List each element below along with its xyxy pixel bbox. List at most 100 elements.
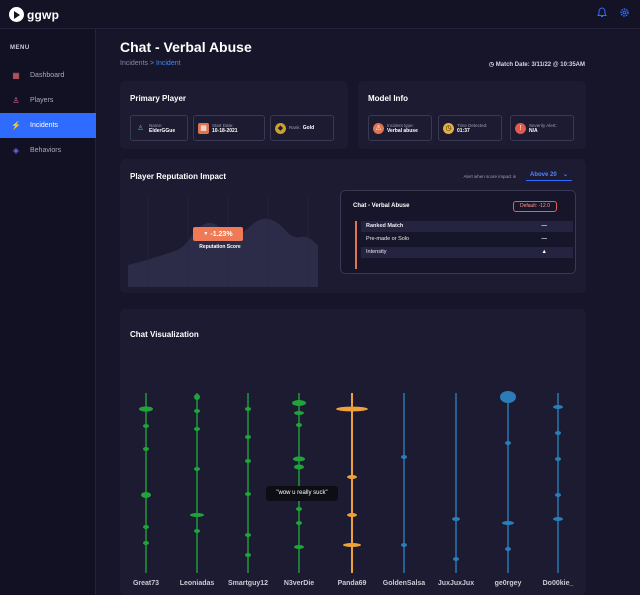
- chat-message-mark[interactable]: [296, 423, 302, 427]
- chat-message-mark[interactable]: [553, 517, 563, 521]
- row-label: Intensity: [366, 249, 387, 255]
- chat-message-mark[interactable]: [294, 464, 304, 470]
- chat-message-mark[interactable]: [245, 533, 251, 537]
- primary-player-title: Primary Player: [130, 94, 187, 103]
- chat-message-mark[interactable]: [553, 405, 563, 409]
- chat-message-mark[interactable]: [453, 557, 459, 561]
- panel-row-premade: Pre-made or Solo —: [361, 234, 573, 245]
- chat-message-mark[interactable]: [293, 456, 305, 462]
- alarm-icon: ⚠: [373, 122, 384, 134]
- chevron-down-icon: ⌄: [562, 172, 568, 178]
- alert-threshold-select[interactable]: Above 20 ⌄: [526, 170, 572, 181]
- chat-message-mark[interactable]: [294, 545, 304, 549]
- chat-message-mark[interactable]: [194, 467, 200, 471]
- row-value: ▲: [541, 249, 547, 255]
- chat-message-mark[interactable]: [296, 507, 302, 511]
- chat-message-mark[interactable]: [294, 411, 304, 415]
- user-icon: ♙: [137, 124, 144, 132]
- player-name-chip: ♙ Name: ElderGGue: [130, 115, 188, 141]
- header-icons: [597, 7, 630, 21]
- panel-row-intensity: Intensity ▲: [361, 247, 573, 258]
- type-value: Verbal abuse: [387, 127, 418, 134]
- chat-message-mark[interactable]: [194, 529, 200, 533]
- row-label: Pre-made or Solo: [366, 236, 410, 242]
- chat-message-mark[interactable]: [245, 492, 251, 496]
- time-value: 01:37: [457, 127, 470, 134]
- chat-message-mark[interactable]: [347, 513, 357, 517]
- chat-visualization-card: Chat Visualization Great73 Leoniadas Smart…: [120, 309, 586, 595]
- sidebar-item-dashboard[interactable]: ▦ Dashboard: [0, 63, 96, 88]
- chat-message-mark[interactable]: [555, 431, 561, 435]
- user-icon: ♙: [12, 96, 20, 105]
- rank-label: Rank:: [289, 125, 301, 130]
- dashboard-icon: ▦: [12, 71, 20, 80]
- gear-icon[interactable]: [619, 7, 630, 21]
- chat-message-mark[interactable]: [401, 455, 407, 459]
- chat-message-mark[interactable]: [245, 435, 251, 439]
- severity-value: N/A: [529, 127, 538, 134]
- chat-message-mark[interactable]: [347, 475, 357, 479]
- sidebar-item-players[interactable]: ♙ Players: [0, 88, 96, 113]
- match-date-text: Match Date: 3/11/22 @ 10:35AM: [495, 62, 585, 68]
- bell-icon[interactable]: [597, 7, 607, 21]
- sidebar-item-incidents[interactable]: ⚡ Incidents: [0, 113, 96, 138]
- player-label: N3verDie: [284, 580, 314, 587]
- chat-message-mark[interactable]: [190, 513, 204, 517]
- chat-message-mark[interactable]: [505, 441, 511, 445]
- reputation-title: Player Reputation Impact: [130, 172, 227, 181]
- chat-message-mark[interactable]: [452, 517, 460, 521]
- layers-icon: ◈: [12, 146, 20, 155]
- chat-message-mark[interactable]: [194, 427, 200, 431]
- chat-message-mark[interactable]: [143, 541, 149, 545]
- chat-message-mark[interactable]: [500, 391, 516, 403]
- breadcrumb-current: Incident: [156, 60, 181, 67]
- chat-message-mark[interactable]: [343, 543, 361, 547]
- chat-title: Chat Visualization: [130, 330, 199, 339]
- chat-message-mark[interactable]: [194, 394, 200, 400]
- chat-visualization: Great73 Leoniadas Smartguy12 N3verDie Panda6…: [133, 391, 573, 587]
- rank-value: Gold: [302, 125, 315, 131]
- chat-message-mark[interactable]: [505, 547, 511, 551]
- sidebar-item-behaviors[interactable]: ◈ Behaviors: [0, 138, 96, 163]
- chat-message-mark[interactable]: [245, 553, 251, 557]
- app-logo[interactable]: ggwp: [9, 7, 59, 22]
- chat-message-mark[interactable]: [245, 459, 251, 463]
- sidebar-item-label: Players: [30, 97, 54, 104]
- chat-message-mark[interactable]: [245, 407, 251, 411]
- breadcrumb-parent[interactable]: Incidents: [120, 60, 149, 67]
- reputation-score-label: Reputation Score: [199, 244, 241, 250]
- rank-chip: ◆ Rank: Gold: [270, 115, 334, 141]
- chat-message-mark[interactable]: [292, 400, 306, 406]
- breadcrumb: Incidents > Incident: [120, 60, 181, 67]
- caret-down-icon: ▼: [203, 231, 209, 237]
- chat-message-mark[interactable]: [139, 406, 153, 412]
- model-info-card: Model Info ⚠ Incident type: Verbal abuse…: [358, 81, 586, 149]
- chat-message-mark[interactable]: [555, 457, 561, 461]
- chat-message-mark[interactable]: [143, 525, 149, 529]
- chat-message-mark[interactable]: [194, 409, 200, 413]
- start-label: Start Date:: [212, 122, 234, 128]
- player-label: Panda69: [338, 580, 367, 587]
- player-label: JuxJuxJux: [438, 580, 474, 587]
- reputation-card: Player Reputation Impact Alert when scor…: [120, 159, 586, 293]
- player-label: Smartguy12: [228, 580, 268, 587]
- lightning-icon: ⚡: [11, 121, 21, 130]
- panel-title: Chat - Verbal Abuse: [353, 203, 410, 209]
- player-label: GoldenSalsa: [383, 580, 426, 587]
- logo-mark-icon: [9, 7, 24, 22]
- chat-message-mark[interactable]: [555, 493, 561, 497]
- chat-message-mark[interactable]: [141, 492, 151, 498]
- time-detected-chip: ◷ Time Detected: 01:37: [438, 115, 502, 141]
- reputation-change-value: -1.23%: [210, 230, 233, 238]
- player-label: Great73: [133, 580, 159, 587]
- chat-message-mark[interactable]: [502, 521, 514, 525]
- chat-message-mark[interactable]: [336, 406, 368, 412]
- incident-type-chip: ⚠ Incident type: Verbal abuse: [368, 115, 432, 141]
- panel-accent-bar: [355, 221, 357, 269]
- chat-message-mark[interactable]: [143, 447, 149, 451]
- chat-message-mark[interactable]: [401, 543, 407, 547]
- sidebar-item-label: Behaviors: [30, 147, 62, 154]
- chat-message-mark[interactable]: [143, 424, 149, 428]
- name-value: ElderGGue: [149, 127, 176, 134]
- chat-message-mark[interactable]: [296, 521, 302, 525]
